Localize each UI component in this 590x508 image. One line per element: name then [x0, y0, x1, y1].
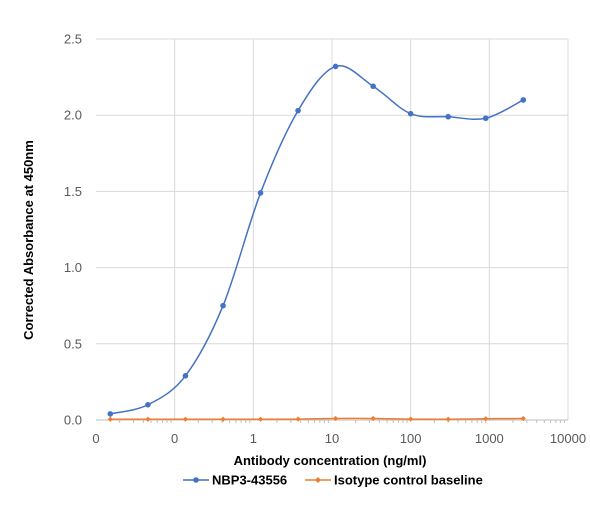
- data-point-s2-8: [408, 416, 414, 422]
- gridlines: [96, 38, 569, 420]
- data-point-s1-11: [520, 97, 527, 103]
- y-axis-tick-labels: 0.0 0.5 1.0 1.5 2.0 2.5: [64, 32, 82, 428]
- legend-marker-1: [193, 477, 199, 483]
- data-point-s2-1: [145, 416, 151, 422]
- data-point-s2-6: [332, 415, 339, 422]
- legend-marker-2: [315, 477, 321, 483]
- data-point-s1-2: [182, 373, 189, 379]
- data-point-s1-0: [107, 411, 114, 417]
- data-point-s2-10: [483, 416, 489, 422]
- x-axis-tick-labels: 0 0 1 10 100 1000 10000: [92, 431, 586, 446]
- y-tick-label-0: 0.0: [64, 413, 82, 428]
- series-line-1: [110, 65, 524, 415]
- x-tick-label-2: 1: [250, 431, 257, 446]
- data-point-s2-2: [182, 416, 189, 422]
- x-tick-label-5: 1000: [475, 431, 504, 446]
- x-tick-label-1: 0: [171, 431, 178, 446]
- data-point-s1-10: [482, 115, 489, 122]
- y-tick-label-3: 1.5: [64, 184, 82, 199]
- x-tick-label-3: 10: [325, 431, 339, 446]
- y-tick-label-1: 0.5: [64, 336, 82, 351]
- y-tick-label-5: 2.5: [64, 32, 82, 47]
- x-tick-label-0: 0: [92, 431, 99, 446]
- data-point-s2-11: [520, 415, 526, 422]
- data-point-s2-3: [220, 416, 226, 422]
- series-line-2: [110, 417, 524, 421]
- series-group: [107, 63, 527, 422]
- legend-label-1: NBP3-43556: [212, 473, 287, 488]
- data-point-s1-9: [445, 113, 452, 120]
- legend-item-2: Isotype control baseline: [305, 473, 483, 488]
- data-point-s1-4: [257, 190, 264, 196]
- x-tick-label-4: 100: [400, 431, 422, 446]
- legend: NBP3-43556 Isotype control baseline: [183, 473, 483, 488]
- data-point-s2-4: [257, 416, 264, 422]
- data-point-s2-5: [295, 416, 301, 422]
- legend-label-2: Isotype control baseline: [334, 473, 483, 488]
- data-point-s2-0: [107, 416, 113, 422]
- data-point-s1-7: [370, 83, 376, 90]
- y-tick-label-2: 1.0: [64, 260, 82, 275]
- data-point-s1-6: [332, 63, 339, 70]
- series-1: [107, 63, 527, 417]
- data-point-s1-8: [407, 110, 414, 117]
- legend-item-1: NBP3-43556: [183, 473, 287, 488]
- x-axis: [96, 419, 568, 423]
- x-axis-title: Antibody concentration (ng/ml): [234, 453, 427, 468]
- data-point-s1-3: [220, 302, 226, 309]
- data-point-s2-7: [370, 415, 376, 422]
- series-2: [107, 415, 526, 422]
- y-tick-label-4: 2.0: [64, 108, 82, 123]
- x-tick-label-6: 10000: [550, 431, 586, 446]
- y-axis-title: Corrected Absorbance at 450nm: [21, 140, 36, 340]
- data-point-s2-9: [445, 416, 451, 422]
- data-point-s1-1: [145, 401, 151, 408]
- data-point-s1-5: [295, 107, 301, 114]
